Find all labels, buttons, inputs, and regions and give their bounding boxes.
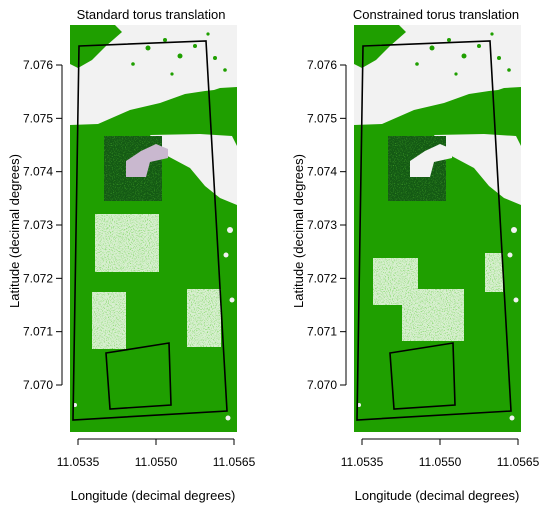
light-patch <box>485 253 503 292</box>
y-tick-label: 7.071 <box>307 325 337 339</box>
clearing-dots <box>131 32 227 76</box>
shifted-patches <box>92 136 221 349</box>
y-tick-label: 7.074 <box>23 165 53 179</box>
y-tick-label: 7.071 <box>23 325 53 339</box>
x-tick-label: 11.0535 <box>341 455 384 469</box>
y-tick-label: 7.072 <box>307 271 337 285</box>
sampling-polygons <box>72 40 228 421</box>
x-ticks: 11.0535 11.0550 11.0565 <box>57 439 256 469</box>
y-tick-label: 7.076 <box>23 58 53 72</box>
panel-open-dots <box>357 188 519 421</box>
y-tick-label: 7.070 <box>307 378 337 392</box>
panel-title: Standard torus translation <box>77 7 226 22</box>
x-axis: 11.0535 11.0550 11.0565 Longitude (decimal… <box>341 438 540 503</box>
panel-open-dots <box>73 188 235 421</box>
x-tick-label: 11.0565 <box>213 455 256 469</box>
panel-title: Constrained torus translation <box>353 7 519 22</box>
x-tick-label: 11.0550 <box>135 455 178 469</box>
open-area <box>126 144 168 177</box>
open-area <box>150 134 237 205</box>
y-axis: 7.070 7.071 7.072 7.073 7.074 7.075 7.076 Lati… <box>7 58 63 392</box>
clearing-dots <box>415 32 511 76</box>
small-polygon <box>389 342 456 410</box>
y-tick-label: 7.073 <box>23 218 53 232</box>
shifted-patches <box>373 136 503 341</box>
small-polygon <box>105 342 172 410</box>
forest-area <box>70 25 122 68</box>
map-area <box>70 25 237 432</box>
open-area <box>410 144 452 177</box>
x-tick-label: 11.0565 <box>497 455 540 469</box>
light-patch <box>95 214 159 272</box>
light-patch <box>92 292 126 349</box>
y-tick-label: 7.074 <box>307 165 337 179</box>
panel-standard: Standard torus translation <box>7 7 256 503</box>
x-axis-label: Longitude (decimal degrees) <box>71 488 236 503</box>
y-tick-label: 7.070 <box>23 378 53 392</box>
y-ticks: 7.070 7.071 7.072 7.073 7.074 7.075 7.076 <box>307 58 346 392</box>
light-patch <box>402 289 464 341</box>
forest-area <box>354 25 406 68</box>
y-axis-label: Latitude (decimal degrees) <box>7 154 22 308</box>
y-axis: 7.070 7.071 7.072 7.073 7.074 7.075 7.076 Lati… <box>291 58 347 392</box>
light-patch <box>187 289 221 347</box>
panel-constrained: Constrained torus translation <box>291 7 540 503</box>
x-axis-label: Longitude (decimal degrees) <box>355 488 520 503</box>
map-area <box>354 25 521 432</box>
sampling-polygons <box>356 40 512 421</box>
y-tick-label: 7.072 <box>23 271 53 285</box>
x-ticks: 11.0535 11.0550 11.0565 <box>341 439 540 469</box>
y-tick-label: 7.075 <box>307 111 337 125</box>
y-tick-label: 7.075 <box>23 111 53 125</box>
y-tick-label: 7.076 <box>307 58 337 72</box>
large-polygon <box>356 40 512 421</box>
x-tick-label: 11.0550 <box>419 455 462 469</box>
y-ticks: 7.070 7.071 7.072 7.073 7.074 7.075 7.076 <box>23 58 62 392</box>
x-axis: 11.0535 11.0550 11.0565 Longitude (decimal… <box>57 438 256 503</box>
y-tick-label: 7.073 <box>307 218 337 232</box>
large-polygon <box>72 40 228 421</box>
y-axis-label: Latitude (decimal degrees) <box>291 154 306 308</box>
open-area <box>434 134 521 205</box>
x-tick-label: 11.0535 <box>57 455 100 469</box>
